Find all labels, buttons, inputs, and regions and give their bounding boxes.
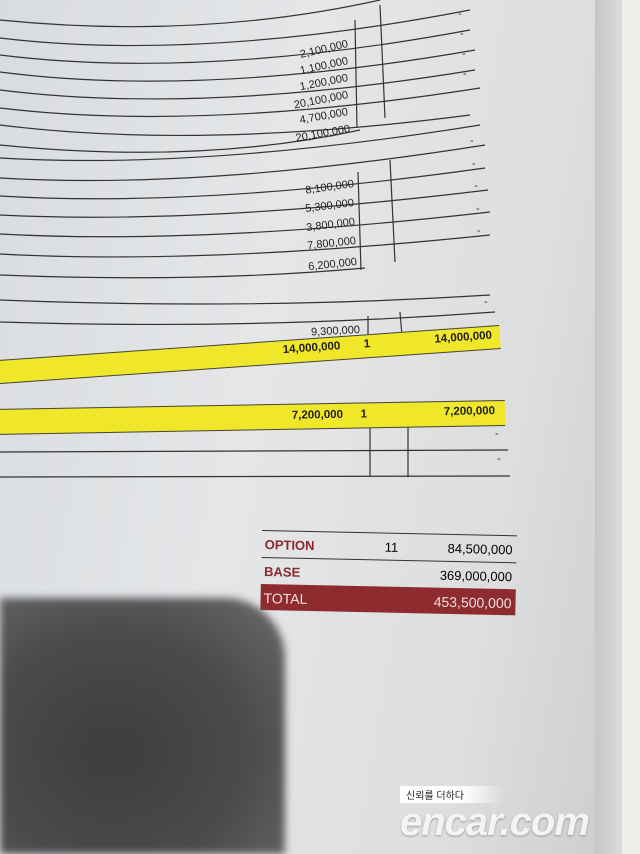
total-amount: 453,500,000 <box>433 593 512 612</box>
watermark: 신뢰를 더하다 encar.com <box>400 786 590 844</box>
dash-cell: - <box>474 180 478 192</box>
option-label: OPTION <box>264 537 315 554</box>
hand-shadow <box>0 598 285 854</box>
dash-cell: - <box>476 203 480 215</box>
dash-cell: - <box>484 296 488 308</box>
total-cell: 14,000,000 <box>434 329 493 346</box>
dash-cell: - <box>463 68 467 80</box>
total-row: TOTAL 453,500,000 <box>260 583 516 616</box>
dash-cell: - <box>460 28 464 40</box>
dash-cell: - <box>477 225 481 237</box>
amount-cell: 14,000,000 <box>282 340 341 357</box>
amount-cell: 7,200,000 <box>291 408 344 422</box>
summary-table: OPTION 11 84,500,000 BASE 369,000,000 TO… <box>260 530 517 616</box>
dash-cell: - <box>470 135 474 147</box>
watermark-logo: encar.com <box>400 800 590 844</box>
paper-edge-highlight <box>622 0 640 854</box>
total-cell: 7,200,000 <box>443 405 496 419</box>
base-amount: 369,000,000 <box>439 567 513 585</box>
option-count: 11 <box>384 539 399 555</box>
watermark-tagline: 신뢰를 더하다 <box>400 786 504 803</box>
dash-cell: - <box>495 428 499 440</box>
dash-cell: - <box>472 158 476 170</box>
dash-cell: - <box>458 8 462 20</box>
qty-cell: 1 <box>360 408 368 421</box>
qty-cell: 1 <box>363 338 371 351</box>
option-amount: 84,500,000 <box>447 540 513 558</box>
dash-cell: - <box>497 453 501 465</box>
total-label: TOTAL <box>263 590 308 607</box>
dash-cell: - <box>462 48 466 60</box>
base-label: BASE <box>263 564 301 580</box>
